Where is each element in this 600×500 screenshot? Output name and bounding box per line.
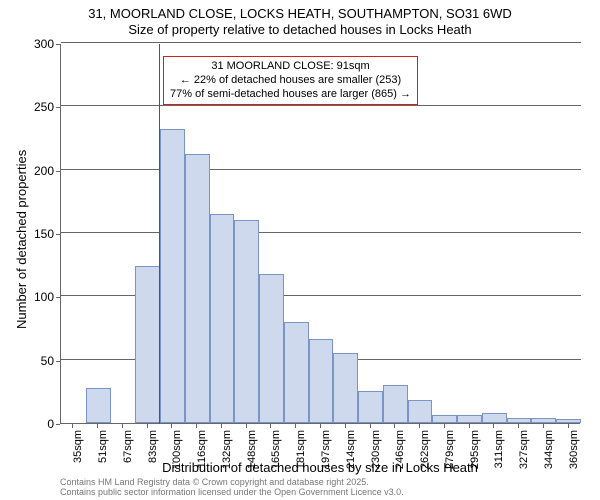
histogram-bar <box>185 154 210 423</box>
xtick-mark <box>469 424 470 428</box>
xtick-mark <box>270 424 271 428</box>
xtick-label: 295sqm <box>469 430 481 480</box>
histogram-bar <box>531 418 556 423</box>
xtick-mark <box>72 424 73 428</box>
property-marker-line <box>159 44 160 424</box>
ytick-label: 50 <box>14 354 54 368</box>
ytick-mark <box>56 361 60 362</box>
ytick-mark <box>56 297 60 298</box>
xtick-label: 327sqm <box>518 430 530 480</box>
xtick-mark <box>394 424 395 428</box>
xtick-label: 132sqm <box>221 430 233 480</box>
gridline <box>61 42 581 43</box>
histogram-bar <box>210 214 235 423</box>
histogram-bar <box>482 413 507 423</box>
callout-line: ← 22% of detached houses are smaller (25… <box>170 74 411 88</box>
histogram-bar <box>160 129 185 423</box>
chart-title-line2: Size of property relative to detached ho… <box>0 22 600 37</box>
footer-line2: Contains public sector information licen… <box>60 488 404 498</box>
ytick-mark <box>56 44 60 45</box>
xtick-mark <box>97 424 98 428</box>
xtick-label: 262sqm <box>419 430 431 480</box>
xtick-mark <box>543 424 544 428</box>
xtick-label: 51sqm <box>97 430 109 480</box>
ytick-label: 0 <box>14 417 54 431</box>
histogram-bar <box>309 339 334 423</box>
xtick-label: 197sqm <box>320 430 332 480</box>
xtick-label: 67sqm <box>122 430 134 480</box>
xtick-label: 279sqm <box>444 430 456 480</box>
xtick-label: 230sqm <box>370 430 382 480</box>
histogram-bar <box>408 400 433 423</box>
xtick-mark <box>295 424 296 428</box>
ytick-mark <box>56 234 60 235</box>
ytick-label: 250 <box>14 100 54 114</box>
chart-title-line1: 31, MOORLAND CLOSE, LOCKS HEATH, SOUTHAM… <box>0 6 600 21</box>
xtick-label: 311sqm <box>493 430 505 480</box>
chart-title-block: 31, MOORLAND CLOSE, LOCKS HEATH, SOUTHAM… <box>0 6 600 37</box>
histogram-bar <box>259 274 284 423</box>
histogram-bar <box>86 388 111 423</box>
histogram-bar <box>135 266 160 423</box>
xtick-label: 148sqm <box>246 430 258 480</box>
chart-footer: Contains HM Land Registry data © Crown c… <box>60 478 404 498</box>
ytick-mark <box>56 424 60 425</box>
gridline <box>61 232 581 233</box>
xtick-label: 344sqm <box>543 430 555 480</box>
xtick-mark <box>221 424 222 428</box>
gridline <box>61 169 581 170</box>
histogram-bar <box>333 353 358 423</box>
xtick-label: 35sqm <box>72 430 84 480</box>
xtick-mark <box>568 424 569 428</box>
xtick-mark <box>493 424 494 428</box>
xtick-mark <box>518 424 519 428</box>
histogram-bar <box>358 391 383 423</box>
histogram-bar <box>556 419 581 423</box>
xtick-label: 214sqm <box>345 430 357 480</box>
histogram-bar <box>457 415 482 423</box>
xtick-label: 246sqm <box>394 430 406 480</box>
xtick-mark <box>444 424 445 428</box>
xtick-label: 181sqm <box>295 430 307 480</box>
ytick-label: 150 <box>14 227 54 241</box>
ytick-mark <box>56 107 60 108</box>
xtick-label: 360sqm <box>568 430 580 480</box>
xtick-mark <box>320 424 321 428</box>
histogram-bar <box>234 220 259 423</box>
histogram-bar <box>432 415 457 423</box>
histogram-bar <box>507 418 532 423</box>
xtick-mark <box>345 424 346 428</box>
ytick-label: 300 <box>14 37 54 51</box>
xtick-label: 165sqm <box>270 430 282 480</box>
property-callout: 31 MOORLAND CLOSE: 91sqm← 22% of detache… <box>163 56 418 105</box>
xtick-mark <box>171 424 172 428</box>
xtick-mark <box>122 424 123 428</box>
xtick-label: 83sqm <box>147 430 159 480</box>
xtick-mark <box>246 424 247 428</box>
xtick-label: 116sqm <box>196 430 208 480</box>
callout-line: 31 MOORLAND CLOSE: 91sqm <box>170 60 411 74</box>
xtick-mark <box>196 424 197 428</box>
ytick-mark <box>56 171 60 172</box>
xtick-mark <box>419 424 420 428</box>
xtick-mark <box>147 424 148 428</box>
ytick-label: 200 <box>14 164 54 178</box>
xtick-label: 100sqm <box>171 430 183 480</box>
gridline <box>61 105 581 106</box>
histogram-bar <box>284 322 309 423</box>
histogram-bar <box>383 385 408 423</box>
callout-line: 77% of semi-detached houses are larger (… <box>170 88 411 102</box>
ytick-label: 100 <box>14 290 54 304</box>
xtick-mark <box>370 424 371 428</box>
